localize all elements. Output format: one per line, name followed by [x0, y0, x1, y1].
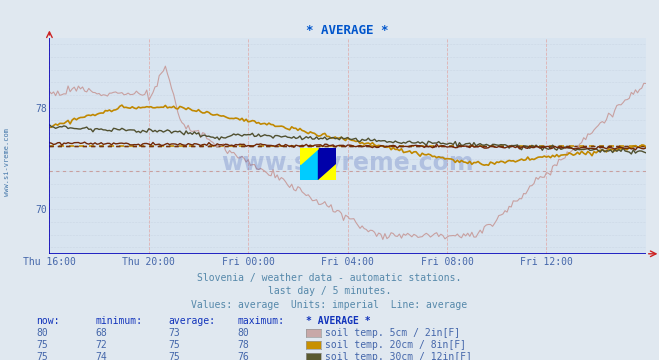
Text: 75: 75: [168, 352, 180, 360]
Title: * AVERAGE *: * AVERAGE *: [306, 24, 389, 37]
Text: Slovenia / weather data - automatic stations.: Slovenia / weather data - automatic stat…: [197, 273, 462, 283]
Text: now:: now:: [36, 316, 60, 326]
Text: 80: 80: [237, 328, 249, 338]
Text: www.si-vreme.com: www.si-vreme.com: [4, 128, 11, 196]
Polygon shape: [318, 148, 336, 180]
Polygon shape: [300, 148, 318, 164]
Text: Values: average  Units: imperial  Line: average: Values: average Units: imperial Line: av…: [191, 300, 468, 310]
Text: soil temp. 20cm / 8in[F]: soil temp. 20cm / 8in[F]: [325, 340, 466, 350]
Text: 75: 75: [36, 340, 48, 350]
Text: 74: 74: [96, 352, 107, 360]
Text: 73: 73: [168, 328, 180, 338]
Text: 80: 80: [36, 328, 48, 338]
Text: * AVERAGE *: * AVERAGE *: [306, 316, 371, 326]
Text: 72: 72: [96, 340, 107, 350]
Text: www.si-vreme.com: www.si-vreme.com: [221, 151, 474, 175]
Text: 78: 78: [237, 340, 249, 350]
Polygon shape: [300, 148, 318, 180]
Text: minimum:: minimum:: [96, 316, 142, 326]
Text: soil temp. 30cm / 12in[F]: soil temp. 30cm / 12in[F]: [325, 352, 472, 360]
Text: maximum:: maximum:: [237, 316, 284, 326]
Text: 75: 75: [168, 340, 180, 350]
Polygon shape: [318, 164, 336, 180]
Text: 75: 75: [36, 352, 48, 360]
Text: 76: 76: [237, 352, 249, 360]
Text: average:: average:: [168, 316, 215, 326]
Text: soil temp. 5cm / 2in[F]: soil temp. 5cm / 2in[F]: [325, 328, 460, 338]
Text: last day / 5 minutes.: last day / 5 minutes.: [268, 287, 391, 297]
Text: 68: 68: [96, 328, 107, 338]
